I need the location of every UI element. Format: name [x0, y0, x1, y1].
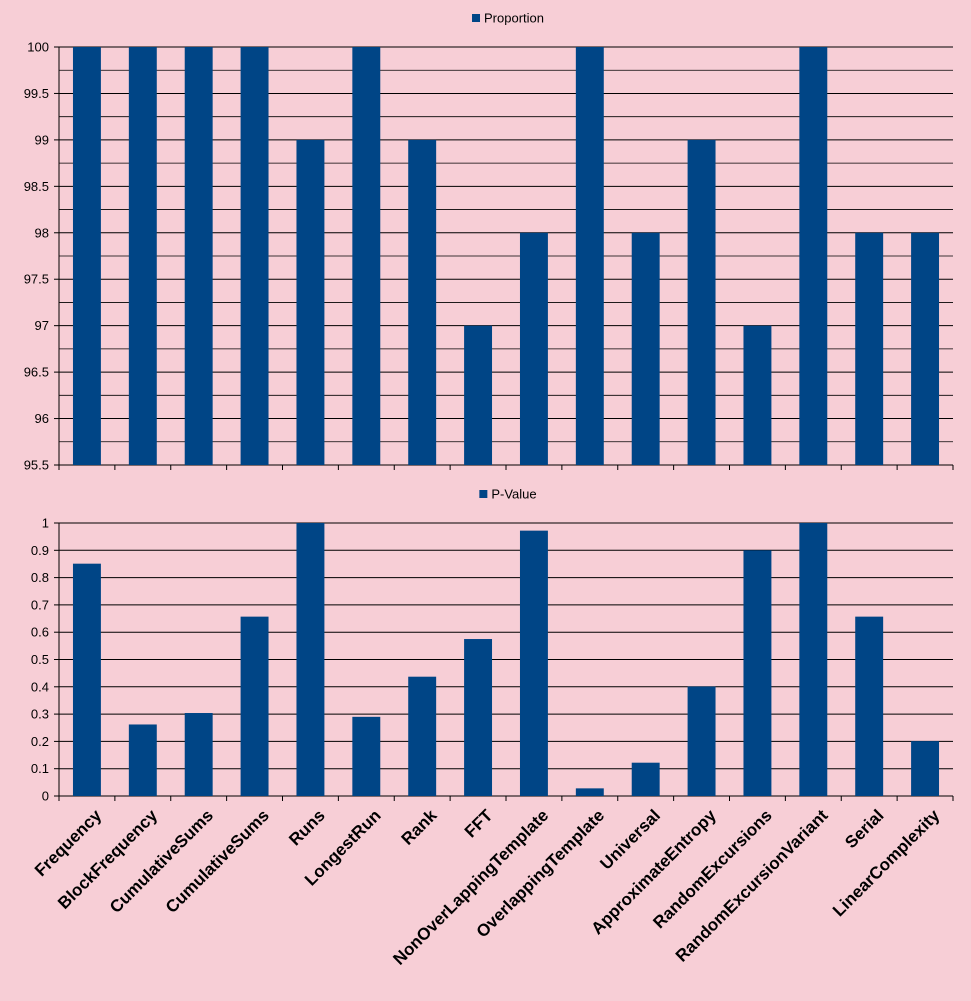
y-tick-label: 98.5 [24, 179, 49, 194]
x-category-label: Serial [841, 806, 887, 852]
bar-frequency [72, 563, 101, 796]
legend-swatch [479, 490, 488, 498]
bar-randomexcursionvariant [799, 47, 828, 465]
bar-rank [408, 676, 437, 796]
y-tick-label: 96.5 [24, 365, 49, 380]
bar-approximateentropy [687, 686, 716, 796]
bar-cumulativesums [184, 47, 213, 465]
y-tick-label: 0.1 [31, 761, 49, 776]
y-tick-label: 0.4 [31, 679, 49, 694]
y-tick-label: 97 [35, 318, 49, 333]
legend: P-Value [479, 487, 537, 502]
bar-blockfrequency [128, 47, 157, 465]
bar-universal [631, 762, 660, 796]
bar-nonoverlappingtemplate [519, 232, 548, 465]
x-category-label: FFT [461, 805, 497, 841]
bar-runs [296, 139, 325, 465]
bar-approximateentropy [687, 139, 716, 465]
bar-serial [855, 232, 884, 465]
bar-universal [631, 232, 660, 465]
legend-label: P-Value [491, 487, 536, 502]
bar-randomexcursions [743, 325, 772, 465]
bar-linearcomplexity [911, 741, 940, 796]
bar-linearcomplexity [911, 232, 940, 465]
bar-blockfrequency [128, 724, 157, 796]
bar-serial [855, 616, 884, 796]
bar-longestrun [352, 716, 381, 796]
bar-cumulativesums [240, 616, 269, 796]
y-tick-label: 0.2 [31, 734, 49, 749]
bar-randomexcursions [743, 550, 772, 796]
bar-fft [464, 639, 493, 796]
y-tick-label: 0.7 [31, 597, 49, 612]
bar-frequency [72, 47, 101, 465]
x-category-label: BlockFrequency [54, 805, 161, 912]
y-tick-label: 99.5 [24, 86, 49, 101]
y-tick-label: 0.3 [31, 707, 49, 722]
chart-p-value: 00.10.20.30.40.50.60.70.80.91FrequencyBl… [31, 487, 954, 969]
y-tick-label: 97.5 [24, 272, 49, 287]
bar-cumulativesums [240, 47, 269, 465]
x-category-label: LinearComplexity [829, 805, 944, 920]
y-tick-label: 0 [42, 789, 49, 804]
y-tick-label: 0.8 [31, 570, 49, 585]
x-category-label: CumulativeSums [106, 806, 217, 917]
bar-randomexcursionvariant [799, 523, 828, 796]
bar-runs [296, 523, 325, 796]
y-tick-label: 0.6 [31, 625, 49, 640]
bar-longestrun [352, 47, 381, 465]
x-category-label: Rank [398, 805, 441, 848]
chart-proportion: 95.5 96 96.5 97 97.5 98 98.5 99 99.5 100 Proportio… [24, 11, 954, 473]
y-tick-label: 99 [35, 132, 49, 147]
bar-overlappingtemplate [575, 47, 604, 465]
y-tick-label: 0.5 [31, 652, 49, 667]
legend-swatch [472, 14, 481, 22]
y-tick-label: 100 [27, 40, 49, 55]
bar-fft [464, 325, 493, 465]
bar-rank [408, 139, 437, 465]
x-category-label: CumulativeSums [162, 806, 273, 917]
bar-overlappingtemplate [575, 788, 604, 796]
bar-nonoverlappingtemplate [519, 530, 548, 796]
x-category-label: Runs [285, 806, 328, 849]
y-tick-label: 0.9 [31, 543, 49, 558]
legend-label: Proportion [484, 11, 544, 26]
bar-cumulativesums [184, 713, 213, 796]
y-tick-label: 96 [35, 411, 49, 426]
y-tick-label: 1 [42, 516, 49, 531]
y-tick-label: 95.5 [24, 458, 49, 473]
y-tick-label: 98 [35, 225, 49, 240]
legend: Proportion [472, 11, 544, 26]
